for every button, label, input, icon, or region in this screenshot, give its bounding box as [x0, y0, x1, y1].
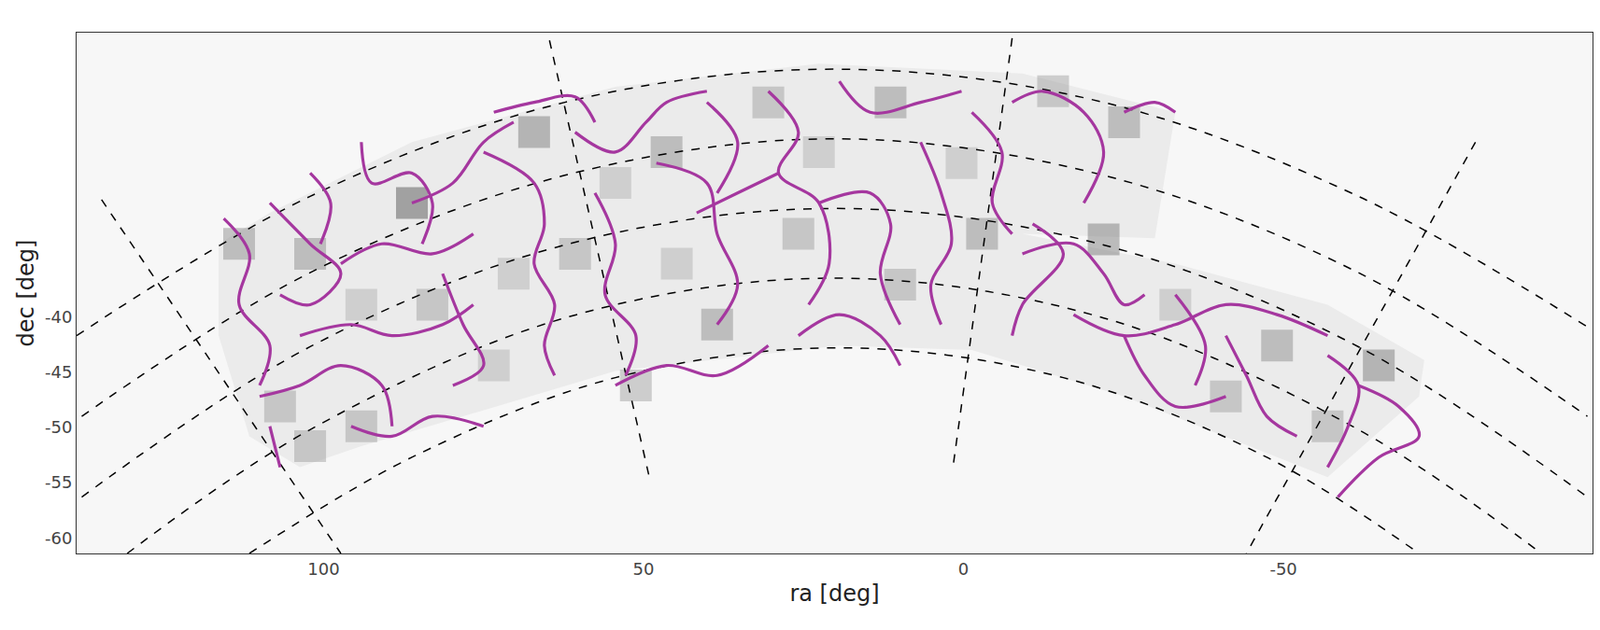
svg-text:ra [deg]: ra [deg] — [789, 580, 879, 608]
svg-text:-40: -40 — [44, 307, 72, 327]
svg-text:100: 100 — [307, 559, 340, 580]
svg-text:-50: -50 — [44, 417, 72, 438]
svg-text:-60: -60 — [44, 528, 72, 549]
svg-text:-50: -50 — [1269, 559, 1297, 580]
svg-text:dec [deg]: dec [deg] — [13, 240, 40, 348]
svg-text:-45: -45 — [44, 362, 72, 383]
svg-text:50: 50 — [633, 559, 655, 580]
svg-text:-55: -55 — [44, 472, 72, 493]
svg-text:0: 0 — [958, 559, 969, 580]
